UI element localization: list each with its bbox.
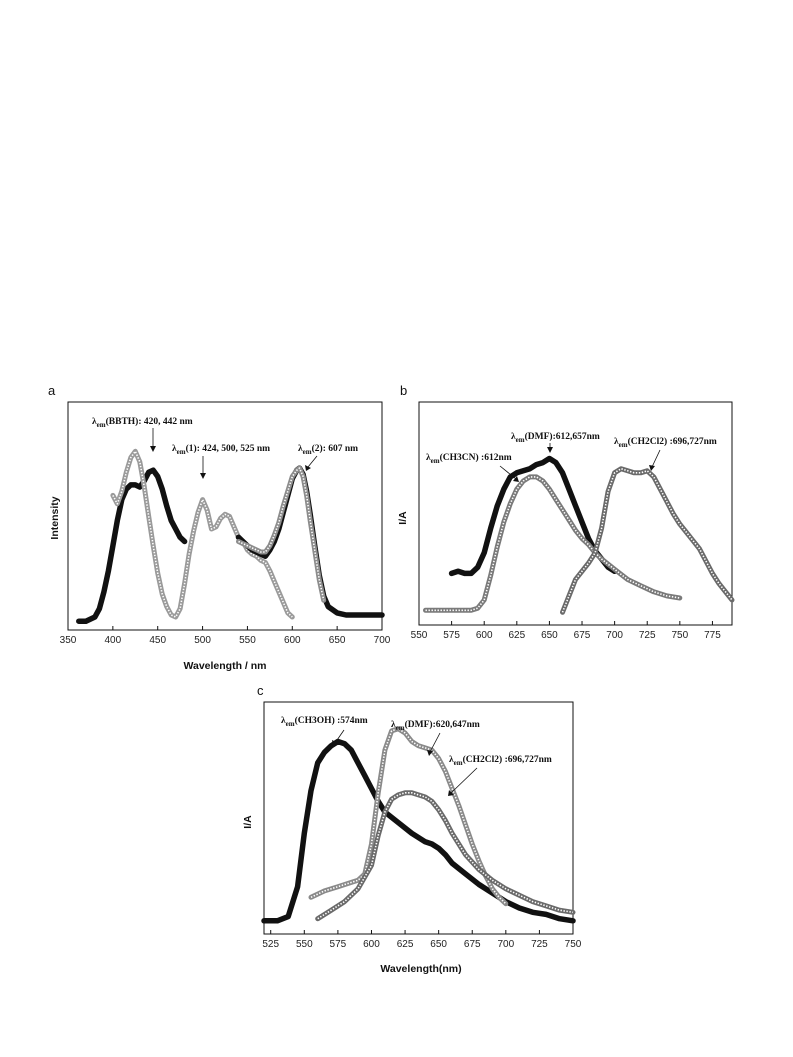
panel-c-xlabel: Wavelength(nm) — [380, 963, 461, 975]
panel-b-series-2 — [423, 474, 683, 613]
panel-c-series-3-marker-texture — [317, 792, 574, 920]
panel-b-xtick-label: 650 — [541, 630, 558, 641]
panel-a-xlabel: Wavelength / nm — [183, 660, 266, 672]
panel-b-label: b — [400, 383, 407, 398]
panel-b-arrowhead-dmf — [547, 447, 553, 453]
panel-a-xtick-label: 600 — [284, 635, 301, 646]
panel-b-series-2-marker-texture — [425, 476, 680, 612]
panel-a-series-3 — [235, 465, 385, 618]
panel-a-series-1-line — [76, 467, 188, 624]
panel-b-xtick-label: 675 — [574, 630, 591, 641]
panel-c-xtick-label: 725 — [531, 939, 548, 950]
panel-b-xtick-label: 750 — [671, 630, 688, 641]
panel-a-annotation-2: λem(2): 607 nm — [298, 443, 358, 456]
panel-c-series-1 — [261, 738, 576, 924]
panel-a-xtick-label: 400 — [105, 635, 122, 646]
panel-c-series-1-line — [261, 738, 576, 924]
panel-c: c 525 550 575 600 625 650 675 700 725 750 Wavelen… — [242, 683, 582, 975]
panel-a-xtick-label: 350 — [60, 635, 77, 646]
panel-a-series — [76, 448, 385, 624]
panel-a: a 350 400 450 500 550 600 650 700 Wavelength / … — [48, 383, 391, 672]
panel-c-ylabel: I/A — [242, 815, 254, 829]
panel-c-xtick-label: 650 — [430, 939, 447, 950]
panel-b-series-1 — [448, 455, 618, 577]
panel-b-series-3 — [560, 466, 735, 615]
panel-b: b 550 575 600 625 650 675 700 725 750 775 I/A λem… — [397, 383, 735, 641]
panel-c-series — [261, 726, 576, 924]
panel-a-xtick-label: 700 — [374, 635, 391, 646]
panel-a-label: a — [48, 383, 56, 398]
panel-b-xtick-label: 700 — [606, 630, 623, 641]
panel-c-xtick-label: 675 — [464, 939, 481, 950]
panel-b-xtick-label: 625 — [508, 630, 525, 641]
panel-b-series-1-line — [448, 455, 618, 577]
panel-c-arrow-ch3oh — [334, 729, 345, 744]
panel-b-xtick-label: 550 — [411, 630, 428, 641]
panel-c-frame — [263, 701, 574, 935]
panel-a-series-2-marker-texture — [112, 450, 293, 618]
panel-b-xtick-label: 600 — [476, 630, 493, 641]
panel-b-series-2-line — [423, 474, 683, 613]
panel-c-annotation-ch2cl2: λem(CH2Cl2) :696,727nm — [449, 754, 552, 767]
panel-a-series-1 — [76, 467, 188, 624]
panel-c-arrowhead-ch2cl2 — [448, 790, 454, 796]
panel-c-xtick-label: 600 — [363, 939, 380, 950]
panel-c-label: c — [257, 683, 264, 698]
panel-a-frame — [67, 401, 383, 631]
panel-c-arrow-dmf — [429, 732, 441, 753]
panel-c-arrowhead-dmf — [427, 750, 433, 756]
panel-a-ticks: 350 400 450 500 550 600 650 700 — [60, 626, 391, 646]
panel-b-annotation-dmf: λem(DMF):612,657nm — [511, 431, 600, 444]
panel-b-ylabel: I/A — [397, 511, 409, 525]
panel-a-xtick-label: 550 — [239, 635, 256, 646]
panel-a-arrowhead-1 — [200, 473, 206, 479]
panel-b-ticks: 550 575 600 625 650 675 700 725 750 775 — [411, 621, 721, 641]
panel-b-arrowhead-ch3cn — [513, 476, 519, 482]
panel-b-frame — [418, 401, 733, 626]
panel-c-xtick-label: 525 — [262, 939, 279, 950]
panel-c-arrowhead-ch3oh — [332, 740, 338, 746]
panel-b-arrowhead-ch2cl2 — [649, 465, 655, 471]
panel-a-arrowhead-2 — [305, 465, 311, 471]
panel-c-series-2-line — [308, 726, 509, 907]
panel-b-arrow-ch3cn — [499, 465, 517, 480]
panel-c-ticks: 525 550 575 600 625 650 675 700 725 750 — [262, 930, 582, 950]
panel-c-series-2 — [308, 726, 509, 907]
panel-c-xtick-label: 575 — [330, 939, 347, 950]
panel-b-series — [423, 455, 735, 615]
panel-c-annotation-dmf: λem(DMF):620,647nm — [391, 719, 480, 732]
panel-a-arrow-2 — [307, 455, 318, 468]
panel-b-xtick-label: 575 — [443, 630, 460, 641]
panel-c-xtick-label: 700 — [497, 939, 514, 950]
panel-a-arrowhead-bbth — [150, 446, 156, 452]
panel-c-xtick-label: 550 — [296, 939, 313, 950]
panel-b-series-3-marker-texture — [561, 467, 733, 613]
panel-a-xtick-label: 650 — [329, 635, 346, 646]
panel-c-xtick-label: 625 — [397, 939, 414, 950]
panel-a-series-3-line — [235, 465, 385, 618]
panel-a-series-4 — [236, 465, 327, 603]
panel-c-series-3 — [315, 790, 576, 922]
panel-b-annotation-ch3cn: λem(CH3CN) :612nm — [426, 452, 512, 465]
panel-a-ylabel: Intensity — [49, 496, 61, 539]
panel-a-xtick-label: 450 — [149, 635, 166, 646]
panel-a-annotation-bbth: λem(BBTH): 420, 442 nm — [92, 416, 193, 429]
panel-b-xtick-label: 725 — [639, 630, 656, 641]
panel-b-arrow-ch2cl2 — [651, 449, 661, 468]
panel-a-series-4-marker-texture — [238, 467, 325, 601]
panel-c-arrow-ch2cl2 — [450, 767, 478, 794]
panel-a-xtick-label: 500 — [194, 635, 211, 646]
panel-c-annotation-ch3oh: λem(CH3OH) :574nm — [281, 715, 368, 728]
panel-c-xtick-label: 750 — [565, 939, 582, 950]
panel-b-xtick-label: 775 — [704, 630, 721, 641]
panel-b-annotation-ch2cl2: λem(CH2Cl2) :696,727nm — [614, 436, 717, 449]
panel-a-annotation-1: λem(1): 424, 500, 525 nm — [172, 443, 270, 456]
panel-a-series-4-line — [236, 465, 327, 603]
panel-a-series-2 — [110, 448, 295, 620]
